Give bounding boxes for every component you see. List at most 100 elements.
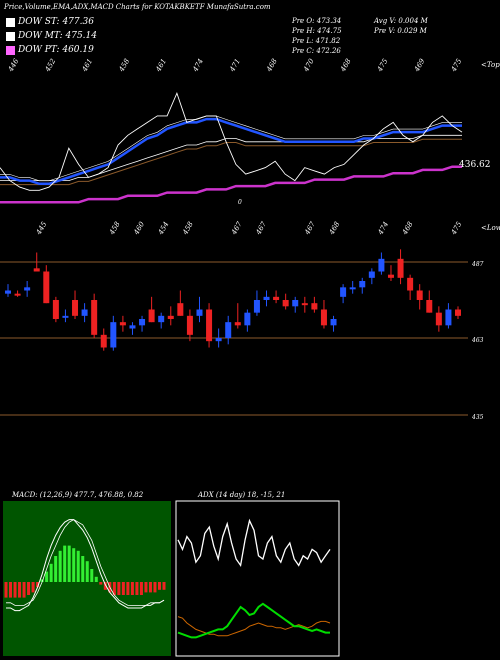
- lower-tick-label: 468: [327, 220, 341, 237]
- pre-high: Pre H: 474.75: [292, 27, 342, 35]
- ema-slow-line: [0, 138, 462, 186]
- legend-dow-st: DOW ST: 477.36: [6, 17, 94, 27]
- candle-body: [5, 290, 11, 294]
- candle-body: [301, 303, 308, 306]
- candle-body: [139, 319, 146, 326]
- legend-dow-mt: DOW MT: 475.14: [6, 31, 97, 41]
- top-tick-label: 475: [375, 57, 389, 74]
- candle-body: [311, 303, 318, 310]
- last-price-label: 436.62: [459, 160, 491, 170]
- macd-header: MACD: (12,26,9) 477.7, 476.88, 0.82: [12, 491, 144, 499]
- top-tick-label: 458: [117, 57, 131, 74]
- candle-body: [349, 287, 356, 290]
- macd-hist-bar: [49, 563, 53, 582]
- macd-hist-bar: [126, 582, 130, 595]
- macd-hist-bar: [4, 582, 8, 598]
- macd-hist-bar: [18, 582, 22, 598]
- macd-hist-bar: [117, 582, 121, 595]
- candle-body: [225, 322, 232, 338]
- zero-label: 0: [238, 199, 242, 206]
- top-tick-label: 469: [412, 57, 426, 74]
- macd-hist-bar: [22, 582, 26, 598]
- candle-body: [435, 312, 442, 326]
- macd-hist-bar: [58, 550, 62, 582]
- lower-axis-label: <Lower: [481, 224, 500, 232]
- pre-low: Pre L: 471.82: [292, 37, 341, 45]
- candle-body: [340, 287, 347, 297]
- candle-body: [33, 268, 40, 272]
- chart-title: Price,Volume,EMA,ADX,MACD Charts for KOT…: [4, 3, 271, 11]
- candle-body: [206, 309, 213, 342]
- candle-body: [14, 293, 21, 296]
- macd-hist-bar: [45, 571, 49, 582]
- macd-hist-bar: [99, 582, 103, 585]
- macd-hist-bar: [139, 582, 143, 595]
- legend-dow-pt: DOW PT: 460.19: [6, 45, 94, 55]
- macd-hist-bar: [144, 582, 148, 593]
- top-tick-label: 474: [191, 57, 205, 73]
- candle-body: [167, 315, 174, 319]
- macd-hist-bar: [112, 582, 116, 595]
- macd-hist-bar: [103, 582, 107, 590]
- pre-volume: Pre V: 0.029 M: [374, 27, 427, 35]
- candle-body: [426, 300, 433, 313]
- lower-tick-label: 458: [181, 220, 195, 237]
- candle-body: [359, 281, 366, 288]
- signal-line: [6, 519, 165, 606]
- price-axis-label: 435: [471, 414, 484, 421]
- lower-tick-label: 467: [303, 220, 317, 237]
- lower-tick-label: 460: [132, 220, 146, 237]
- macd-hist-bar: [76, 550, 80, 582]
- candle-body: [387, 274, 394, 278]
- top-tick-label: 470: [302, 57, 316, 74]
- macd-hist-bar: [130, 582, 134, 595]
- candle-body: [330, 319, 337, 326]
- candle-body: [234, 322, 241, 326]
- candle-body: [110, 322, 117, 348]
- macd-hist-bar: [90, 569, 94, 582]
- candle-body: [320, 309, 327, 326]
- legend-swatch: [6, 45, 15, 55]
- candle-body: [196, 309, 203, 316]
- candle-body: [273, 296, 280, 300]
- candle-body: [43, 271, 50, 304]
- macd-hist-bar: [67, 545, 71, 582]
- macd-hist-bar: [85, 561, 89, 582]
- top-tick-label: 475: [449, 57, 463, 74]
- macd-line: [6, 519, 165, 612]
- minus-di-line: [177, 616, 331, 637]
- top-axis-label: <Topo: [481, 61, 500, 69]
- candle-body: [244, 312, 251, 326]
- lower-tick-label: 475: [449, 220, 463, 237]
- price-axis-label: 487: [471, 261, 484, 268]
- candle-body: [119, 322, 126, 326]
- candle-body: [263, 296, 270, 300]
- plus-di-line: [177, 602, 330, 639]
- candle-body: [282, 300, 289, 307]
- top-tick-label: 452: [43, 57, 57, 74]
- macd-hist-bar: [72, 548, 76, 582]
- candle-body: [378, 258, 385, 272]
- lower-tick-label: 468: [400, 220, 414, 237]
- macd-hist-bar: [27, 582, 31, 595]
- macd-hist-bar: [121, 582, 125, 595]
- avg-volume: Avg V: 0.004 M: [374, 17, 428, 25]
- lower-tick-label: 458: [108, 220, 122, 237]
- macd-hist-bar: [9, 582, 13, 598]
- candle-body: [397, 258, 404, 278]
- macd-hist-bar: [94, 576, 98, 582]
- candle-body: [416, 290, 423, 300]
- adx-header: ADX (14 day) 18, -15, 21: [198, 491, 286, 499]
- lower-tick-label: 445: [34, 220, 48, 237]
- pre-close: Pre C: 472.26: [292, 47, 341, 55]
- candle-body: [158, 315, 165, 323]
- legend-label: DOW PT: 460.19: [18, 45, 94, 55]
- candle-body: [91, 300, 98, 335]
- top-tick-label: 446: [6, 57, 20, 74]
- macd-hist-bar: [40, 579, 44, 582]
- macd-hist-bar: [148, 582, 152, 593]
- macd-hist-bar: [81, 556, 85, 582]
- lower-tick-label: 467: [230, 220, 244, 237]
- candle-body: [24, 287, 31, 291]
